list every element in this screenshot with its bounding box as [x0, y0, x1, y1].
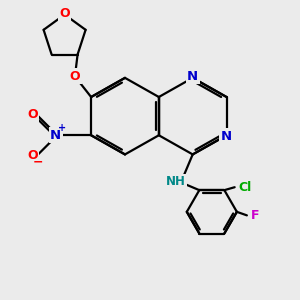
Text: O: O [70, 70, 80, 83]
Text: O: O [27, 108, 38, 121]
Text: Cl: Cl [238, 181, 252, 194]
Text: O: O [59, 7, 70, 20]
Text: −: − [33, 156, 44, 169]
Text: N: N [187, 70, 198, 83]
Text: NH: NH [166, 175, 186, 188]
Text: +: + [58, 123, 67, 133]
Text: F: F [251, 209, 260, 222]
Text: N: N [221, 130, 232, 143]
Text: N: N [50, 129, 61, 142]
Text: O: O [27, 149, 38, 162]
